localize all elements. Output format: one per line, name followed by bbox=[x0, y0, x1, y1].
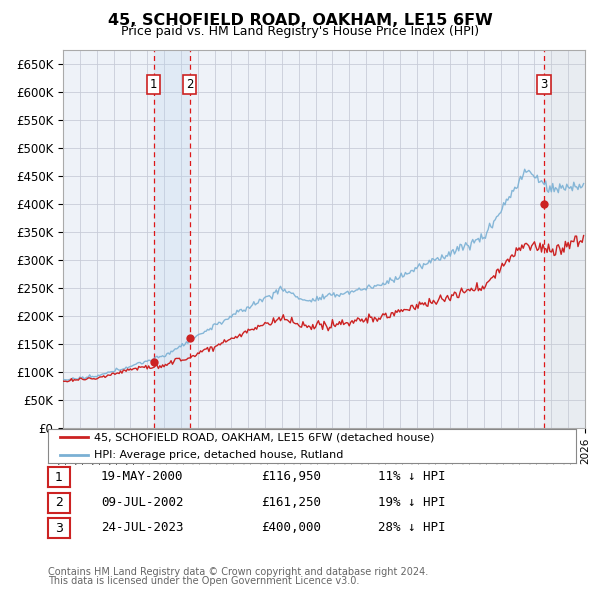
Text: 11% ↓ HPI: 11% ↓ HPI bbox=[378, 470, 445, 483]
Text: 3: 3 bbox=[55, 522, 63, 535]
Text: 3: 3 bbox=[540, 78, 548, 91]
Text: 28% ↓ HPI: 28% ↓ HPI bbox=[378, 521, 445, 534]
Text: 09-JUL-2002: 09-JUL-2002 bbox=[101, 496, 184, 509]
Text: 19% ↓ HPI: 19% ↓ HPI bbox=[378, 496, 445, 509]
Text: HPI: Average price, detached house, Rutland: HPI: Average price, detached house, Rutl… bbox=[94, 450, 344, 460]
Text: £161,250: £161,250 bbox=[261, 496, 321, 509]
Text: 2: 2 bbox=[186, 78, 193, 91]
Text: £400,000: £400,000 bbox=[261, 521, 321, 534]
Bar bbox=[154, 50, 190, 428]
Text: £116,950: £116,950 bbox=[261, 470, 321, 483]
Text: 45, SCHOFIELD ROAD, OAKHAM, LE15 6FW: 45, SCHOFIELD ROAD, OAKHAM, LE15 6FW bbox=[107, 13, 493, 28]
Text: Contains HM Land Registry data © Crown copyright and database right 2024.: Contains HM Land Registry data © Crown c… bbox=[48, 567, 428, 577]
Text: This data is licensed under the Open Government Licence v3.0.: This data is licensed under the Open Gov… bbox=[48, 576, 359, 586]
Text: 1: 1 bbox=[55, 471, 63, 484]
Text: Price paid vs. HM Land Registry's House Price Index (HPI): Price paid vs. HM Land Registry's House … bbox=[121, 25, 479, 38]
Text: 45, SCHOFIELD ROAD, OAKHAM, LE15 6FW (detached house): 45, SCHOFIELD ROAD, OAKHAM, LE15 6FW (de… bbox=[94, 432, 435, 442]
Text: 1: 1 bbox=[150, 78, 157, 91]
Text: 2: 2 bbox=[55, 496, 63, 509]
Text: 19-MAY-2000: 19-MAY-2000 bbox=[101, 470, 184, 483]
Text: 24-JUL-2023: 24-JUL-2023 bbox=[101, 521, 184, 534]
Bar bbox=[544, 50, 585, 428]
Bar bbox=[544, 50, 585, 428]
